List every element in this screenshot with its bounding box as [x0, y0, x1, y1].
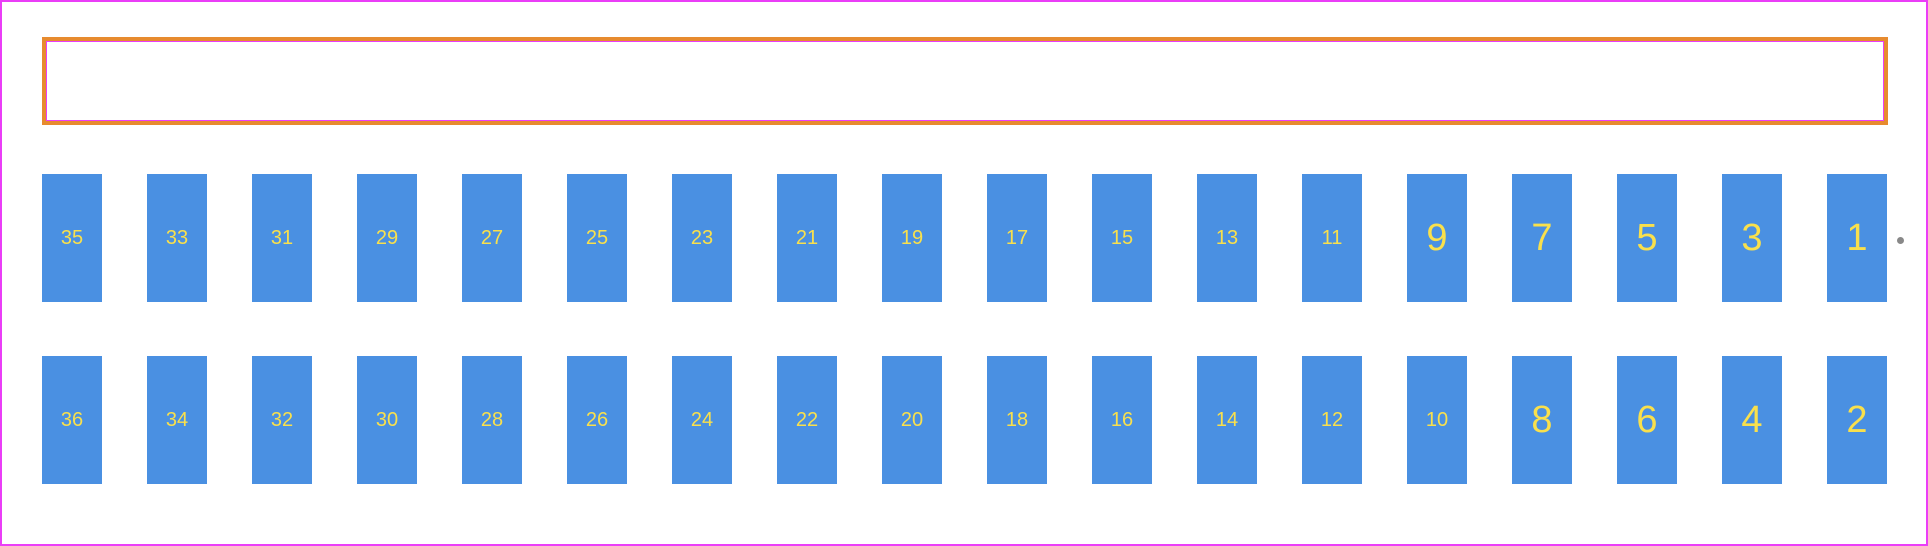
pad-label: 15 [1111, 227, 1133, 250]
pad-33: 33 [147, 174, 207, 302]
pad-28: 28 [462, 356, 522, 484]
pad-label: 34 [166, 409, 188, 432]
pad-label: 2 [1846, 399, 1867, 442]
pad-31: 31 [252, 174, 312, 302]
pad-14: 14 [1197, 356, 1257, 484]
pad-22: 22 [777, 356, 837, 484]
pad-12: 12 [1302, 356, 1362, 484]
pad-15: 15 [1092, 174, 1152, 302]
pad-label: 24 [691, 409, 713, 432]
pad-label: 12 [1321, 409, 1343, 432]
pad-24: 24 [672, 356, 732, 484]
pad-20: 20 [882, 356, 942, 484]
pad-label: 20 [901, 409, 923, 432]
pad-label: 13 [1216, 227, 1238, 250]
pad-35: 35 [42, 174, 102, 302]
pad-label: 31 [271, 227, 293, 250]
pad-7: 7 [1512, 174, 1572, 302]
pad-label: 30 [376, 409, 398, 432]
pad-32: 32 [252, 356, 312, 484]
pad-label: 25 [586, 227, 608, 250]
pin1-marker [1897, 237, 1904, 244]
pad-label: 3 [1741, 217, 1762, 260]
pad-label: 11 [1322, 227, 1343, 250]
component-outline-inner [46, 41, 1884, 121]
pad-17: 17 [987, 174, 1047, 302]
pad-18: 18 [987, 356, 1047, 484]
pad-label: 10 [1426, 409, 1448, 432]
pad-30: 30 [357, 356, 417, 484]
pad-1: 1 [1827, 174, 1887, 302]
pad-label: 22 [796, 409, 818, 432]
pad-label: 8 [1531, 399, 1552, 442]
pad-label: 7 [1531, 217, 1552, 260]
pad-9: 9 [1407, 174, 1467, 302]
pad-4: 4 [1722, 356, 1782, 484]
pad-label: 26 [586, 409, 608, 432]
pad-23: 23 [672, 174, 732, 302]
pad-label: 1 [1846, 217, 1867, 260]
pad-8: 8 [1512, 356, 1572, 484]
pad-10: 10 [1407, 356, 1467, 484]
pad-13: 13 [1197, 174, 1257, 302]
pad-label: 16 [1111, 409, 1133, 432]
pad-6: 6 [1617, 356, 1677, 484]
pad-label: 32 [271, 409, 293, 432]
pad-36: 36 [42, 356, 102, 484]
pad-25: 25 [567, 174, 627, 302]
pad-label: 5 [1636, 217, 1657, 260]
pad-27: 27 [462, 174, 522, 302]
pad-label: 27 [481, 227, 503, 250]
pad-label: 9 [1426, 217, 1447, 260]
pad-34: 34 [147, 356, 207, 484]
pad-label: 33 [166, 227, 188, 250]
pad-2: 2 [1827, 356, 1887, 484]
pad-label: 36 [61, 409, 83, 432]
pad-label: 6 [1636, 399, 1657, 442]
pad-label: 18 [1006, 409, 1028, 432]
pad-19: 19 [882, 174, 942, 302]
pad-label: 4 [1741, 399, 1762, 442]
pad-21: 21 [777, 174, 837, 302]
pad-29: 29 [357, 174, 417, 302]
pad-label: 28 [481, 409, 503, 432]
pad-label: 23 [691, 227, 713, 250]
pad-label: 14 [1216, 409, 1238, 432]
pad-label: 21 [796, 227, 818, 250]
pad-label: 35 [61, 227, 83, 250]
footprint-frame: 3533312927252321191715131197531363432302… [0, 0, 1928, 546]
pad-11: 11 [1302, 174, 1362, 302]
pad-label: 29 [376, 227, 398, 250]
pad-26: 26 [567, 356, 627, 484]
pad-16: 16 [1092, 356, 1152, 484]
pad-label: 19 [901, 227, 923, 250]
pad-5: 5 [1617, 174, 1677, 302]
pad-label: 17 [1006, 227, 1028, 250]
pad-3: 3 [1722, 174, 1782, 302]
